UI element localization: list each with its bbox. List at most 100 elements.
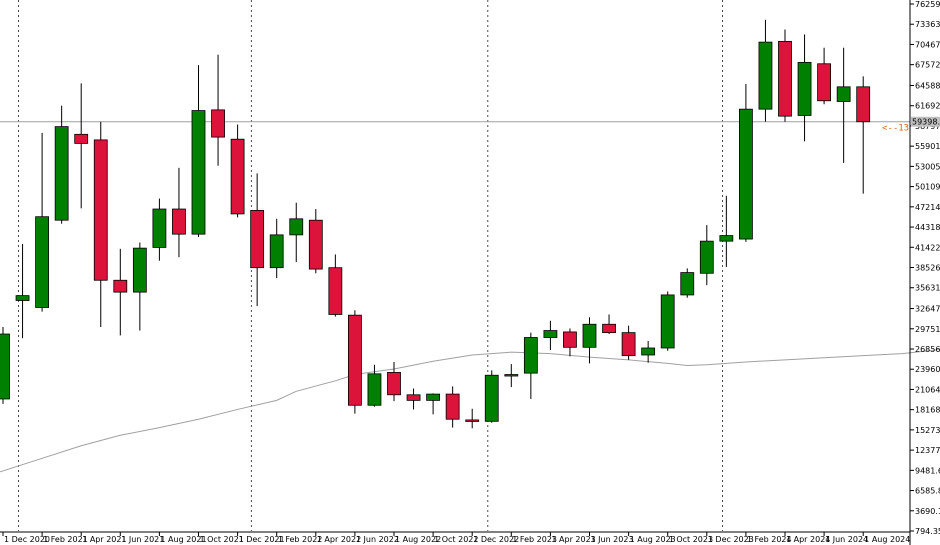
candle (191, 65, 206, 237)
candle-body-down (387, 372, 401, 396)
candle-body-up (15, 295, 30, 301)
candle-body-down (250, 210, 265, 269)
x-tick-label: 1 Oct 2023 (669, 535, 713, 544)
candle-body-up (0, 333, 10, 400)
candle (15, 243, 30, 339)
y-tick-label: 76259.35 (915, 0, 940, 9)
moving-average-line (0, 349, 940, 473)
y-tick-label: 21064.60 (915, 385, 940, 394)
y-tick-label: 44318.35 (915, 223, 940, 232)
x-tick-label: 1 Jun 2021 (121, 535, 164, 544)
x-tick-label: 1 Oct 2021 (200, 535, 244, 544)
x-tick-label: 1 Dec 2021 (239, 535, 285, 544)
candle (0, 327, 10, 404)
x-tick-label: 1 Aug 2022 (395, 535, 441, 544)
x-tick-label: 1 Dec 2022 (473, 535, 519, 544)
y-tick-label: 9481.60 (915, 466, 940, 475)
candle-body-up (269, 234, 284, 269)
candle (387, 361, 401, 402)
candle (602, 314, 616, 335)
candle (113, 248, 128, 336)
x-tick-label: 1 Apr 2024 (786, 535, 830, 544)
candle (328, 254, 343, 317)
candle-body-up (191, 110, 206, 235)
candle-body-down (602, 323, 616, 334)
y-tick-label: 53005.60 (915, 162, 940, 171)
candle-body-down (230, 138, 245, 215)
candle (132, 242, 147, 331)
candle-body-up (582, 323, 597, 348)
candle-body-up (484, 374, 499, 422)
candle-body-up (660, 294, 675, 349)
candle-body-up (426, 393, 441, 401)
x-tick-label: 1 Jun 2022 (356, 535, 399, 544)
candle (563, 328, 577, 357)
candle-body-up (739, 108, 753, 240)
current-price-badge-bg (911, 116, 940, 127)
y-tick-label: 29751.85 (915, 325, 940, 334)
candle-body-up (719, 235, 734, 242)
candle-body-down (93, 139, 108, 281)
y-tick-label: 3690.10 (915, 507, 940, 516)
x-tick-label: 1 Apr 2022 (317, 535, 361, 544)
y-tick-label: 64588.60 (915, 82, 940, 91)
candle (406, 388, 421, 410)
candle-body-up (504, 374, 519, 377)
candle-body-down (465, 419, 480, 422)
candle-body-down (308, 219, 323, 270)
candle-body-down (172, 208, 186, 235)
candle (93, 121, 108, 328)
x-tick-label: 1 Feb 2021 (43, 535, 88, 544)
candle (250, 173, 265, 307)
candle-body-up (54, 126, 69, 221)
x-tick-label: 1 Jun 2024 (825, 535, 868, 544)
candle (504, 364, 519, 388)
candle-body-up (523, 337, 538, 374)
candle-body-down (113, 279, 128, 293)
candle (347, 310, 362, 414)
moving-average-layer (0, 349, 940, 473)
candle-body-down (778, 41, 792, 117)
y-tick-label: 41422.60 (915, 243, 940, 252)
candle (152, 198, 167, 261)
x-tick-label: 1 Jun 2023 (591, 535, 634, 544)
candle-body-up (152, 208, 167, 248)
candle (582, 317, 597, 364)
candle (699, 225, 714, 286)
y-tick-label: 70467.85 (915, 40, 940, 49)
candle (680, 268, 695, 298)
candle-body-up (699, 240, 714, 274)
candle-body-down (856, 86, 871, 123)
y-tick-label: 35631.10 (915, 284, 940, 293)
candle (719, 195, 734, 267)
candle (778, 29, 792, 122)
x-tick-label: 1 Feb 2023 (512, 535, 557, 544)
candles-layer (0, 19, 871, 429)
candle-body-down (347, 314, 362, 406)
candle (758, 19, 773, 122)
current-price-badge: 59398.84 (911, 116, 940, 127)
x-tick-label: 1 Apr 2023 (551, 535, 595, 544)
candle-body-up (641, 347, 656, 356)
candle-body-up (836, 86, 851, 102)
y-tick-label: 55901.35 (915, 142, 940, 151)
candle-body-down (74, 133, 89, 144)
candle (172, 167, 186, 258)
candle (230, 124, 245, 218)
y-tick-label: 32647.60 (915, 305, 940, 314)
y-tick-label: 47214.10 (915, 203, 940, 212)
candle (35, 132, 49, 312)
candle-body-down (563, 331, 577, 348)
x-tick-label: 1 Apr 2021 (82, 535, 126, 544)
candle (426, 393, 441, 415)
candle-body-down (817, 63, 831, 102)
y-tick-label: 12377.35 (915, 446, 940, 455)
current-price-label: 59398.84 (912, 118, 940, 127)
candle (621, 325, 636, 360)
candle (523, 332, 538, 399)
candle-body-down (445, 393, 460, 420)
candle-body-up (289, 218, 304, 236)
candle-body-down (406, 394, 421, 401)
